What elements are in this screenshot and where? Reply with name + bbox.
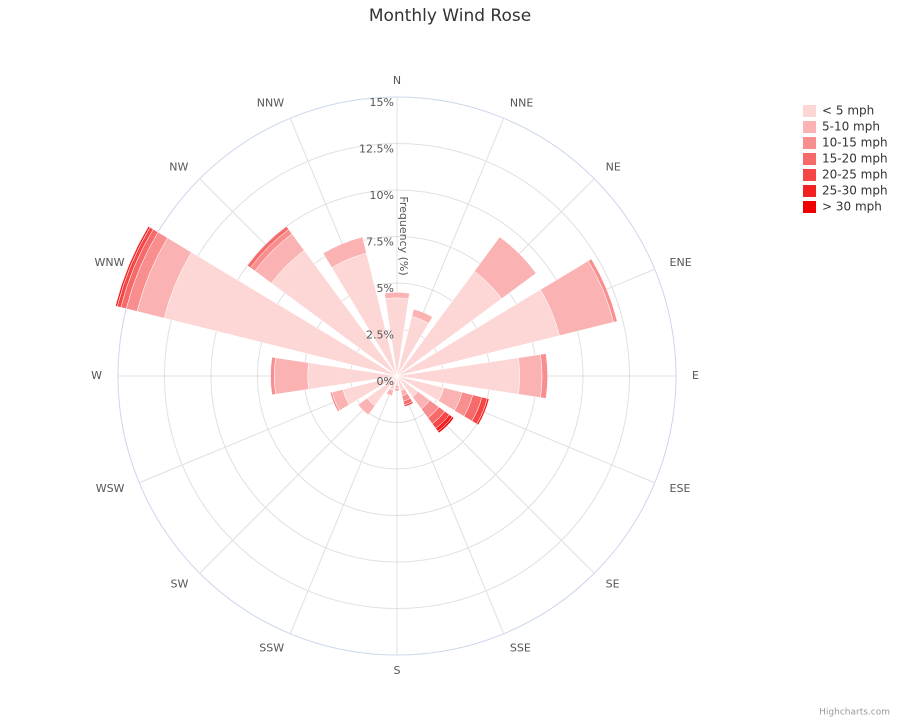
legend-label: 20-25 mph xyxy=(822,168,888,182)
category-label: NE xyxy=(606,160,621,173)
category-label: NNW xyxy=(257,96,284,109)
category-label: ESE xyxy=(670,482,691,495)
y-tick-label: 7.5% xyxy=(366,236,394,249)
legend-swatch xyxy=(803,185,816,197)
wind-segment xyxy=(394,388,400,392)
wind-segment xyxy=(476,398,490,426)
wind-segment xyxy=(587,258,618,323)
category-label: SSE xyxy=(510,642,531,655)
wind-segment xyxy=(437,416,455,434)
wind-segment xyxy=(329,391,340,412)
spoke xyxy=(396,375,505,634)
wind-segment xyxy=(518,354,543,398)
wind-segment xyxy=(396,357,521,395)
y-tick-label: 5% xyxy=(377,282,394,295)
wind-segment xyxy=(411,308,433,324)
wind-segment xyxy=(115,225,151,307)
legend-label: 25-30 mph xyxy=(822,184,888,198)
category-label: ENE xyxy=(670,256,692,269)
wind-segment xyxy=(357,397,376,416)
category-label: NW xyxy=(169,160,188,173)
y-tick-label: 2.5% xyxy=(366,329,394,342)
wind-segment xyxy=(273,357,309,395)
category-label: S xyxy=(394,664,401,677)
spoke xyxy=(289,375,398,634)
legend-swatch xyxy=(803,201,816,213)
legend-label: 10-15 mph xyxy=(822,136,888,150)
wind-segment xyxy=(403,401,414,407)
category-label: SW xyxy=(171,578,189,591)
y-tick-label: 0% xyxy=(377,375,394,388)
legend-swatch xyxy=(803,169,816,181)
wind-segment xyxy=(540,353,548,399)
y-tick-label: 10% xyxy=(370,189,394,202)
category-label: SE xyxy=(606,578,620,591)
legend-swatch xyxy=(803,137,816,149)
y-tick-label: 15% xyxy=(370,96,394,109)
wind-segment xyxy=(384,292,410,300)
legend-swatch xyxy=(803,153,816,165)
category-label: E xyxy=(692,369,699,382)
legend-swatch xyxy=(803,105,816,117)
category-label: W xyxy=(91,369,102,382)
wind-segment xyxy=(322,236,367,268)
category-label: N xyxy=(393,74,401,87)
wind-segment xyxy=(474,236,537,299)
legend-label: 15-20 mph xyxy=(822,152,888,166)
y-axis-title: Frequency (%) xyxy=(397,196,410,275)
category-label: NNE xyxy=(510,96,533,109)
legend-label: > 30 mph xyxy=(822,200,882,214)
legend-label: < 5 mph xyxy=(822,104,874,118)
category-label: WNW xyxy=(94,256,124,269)
wind-segment xyxy=(394,384,400,390)
category-label: SSW xyxy=(259,642,284,655)
legend-swatch xyxy=(803,121,816,133)
credits: Highcharts.com xyxy=(819,708,890,718)
legend-label: 5-10 mph xyxy=(822,120,880,134)
columns xyxy=(115,225,618,434)
wind-segment xyxy=(386,388,394,397)
category-label: WSW xyxy=(96,482,125,495)
wind-segment xyxy=(247,226,290,269)
wind-segment xyxy=(270,356,276,396)
y-tick-label: 12.5% xyxy=(359,143,394,156)
chart-title: Monthly Wind Rose xyxy=(369,6,531,26)
